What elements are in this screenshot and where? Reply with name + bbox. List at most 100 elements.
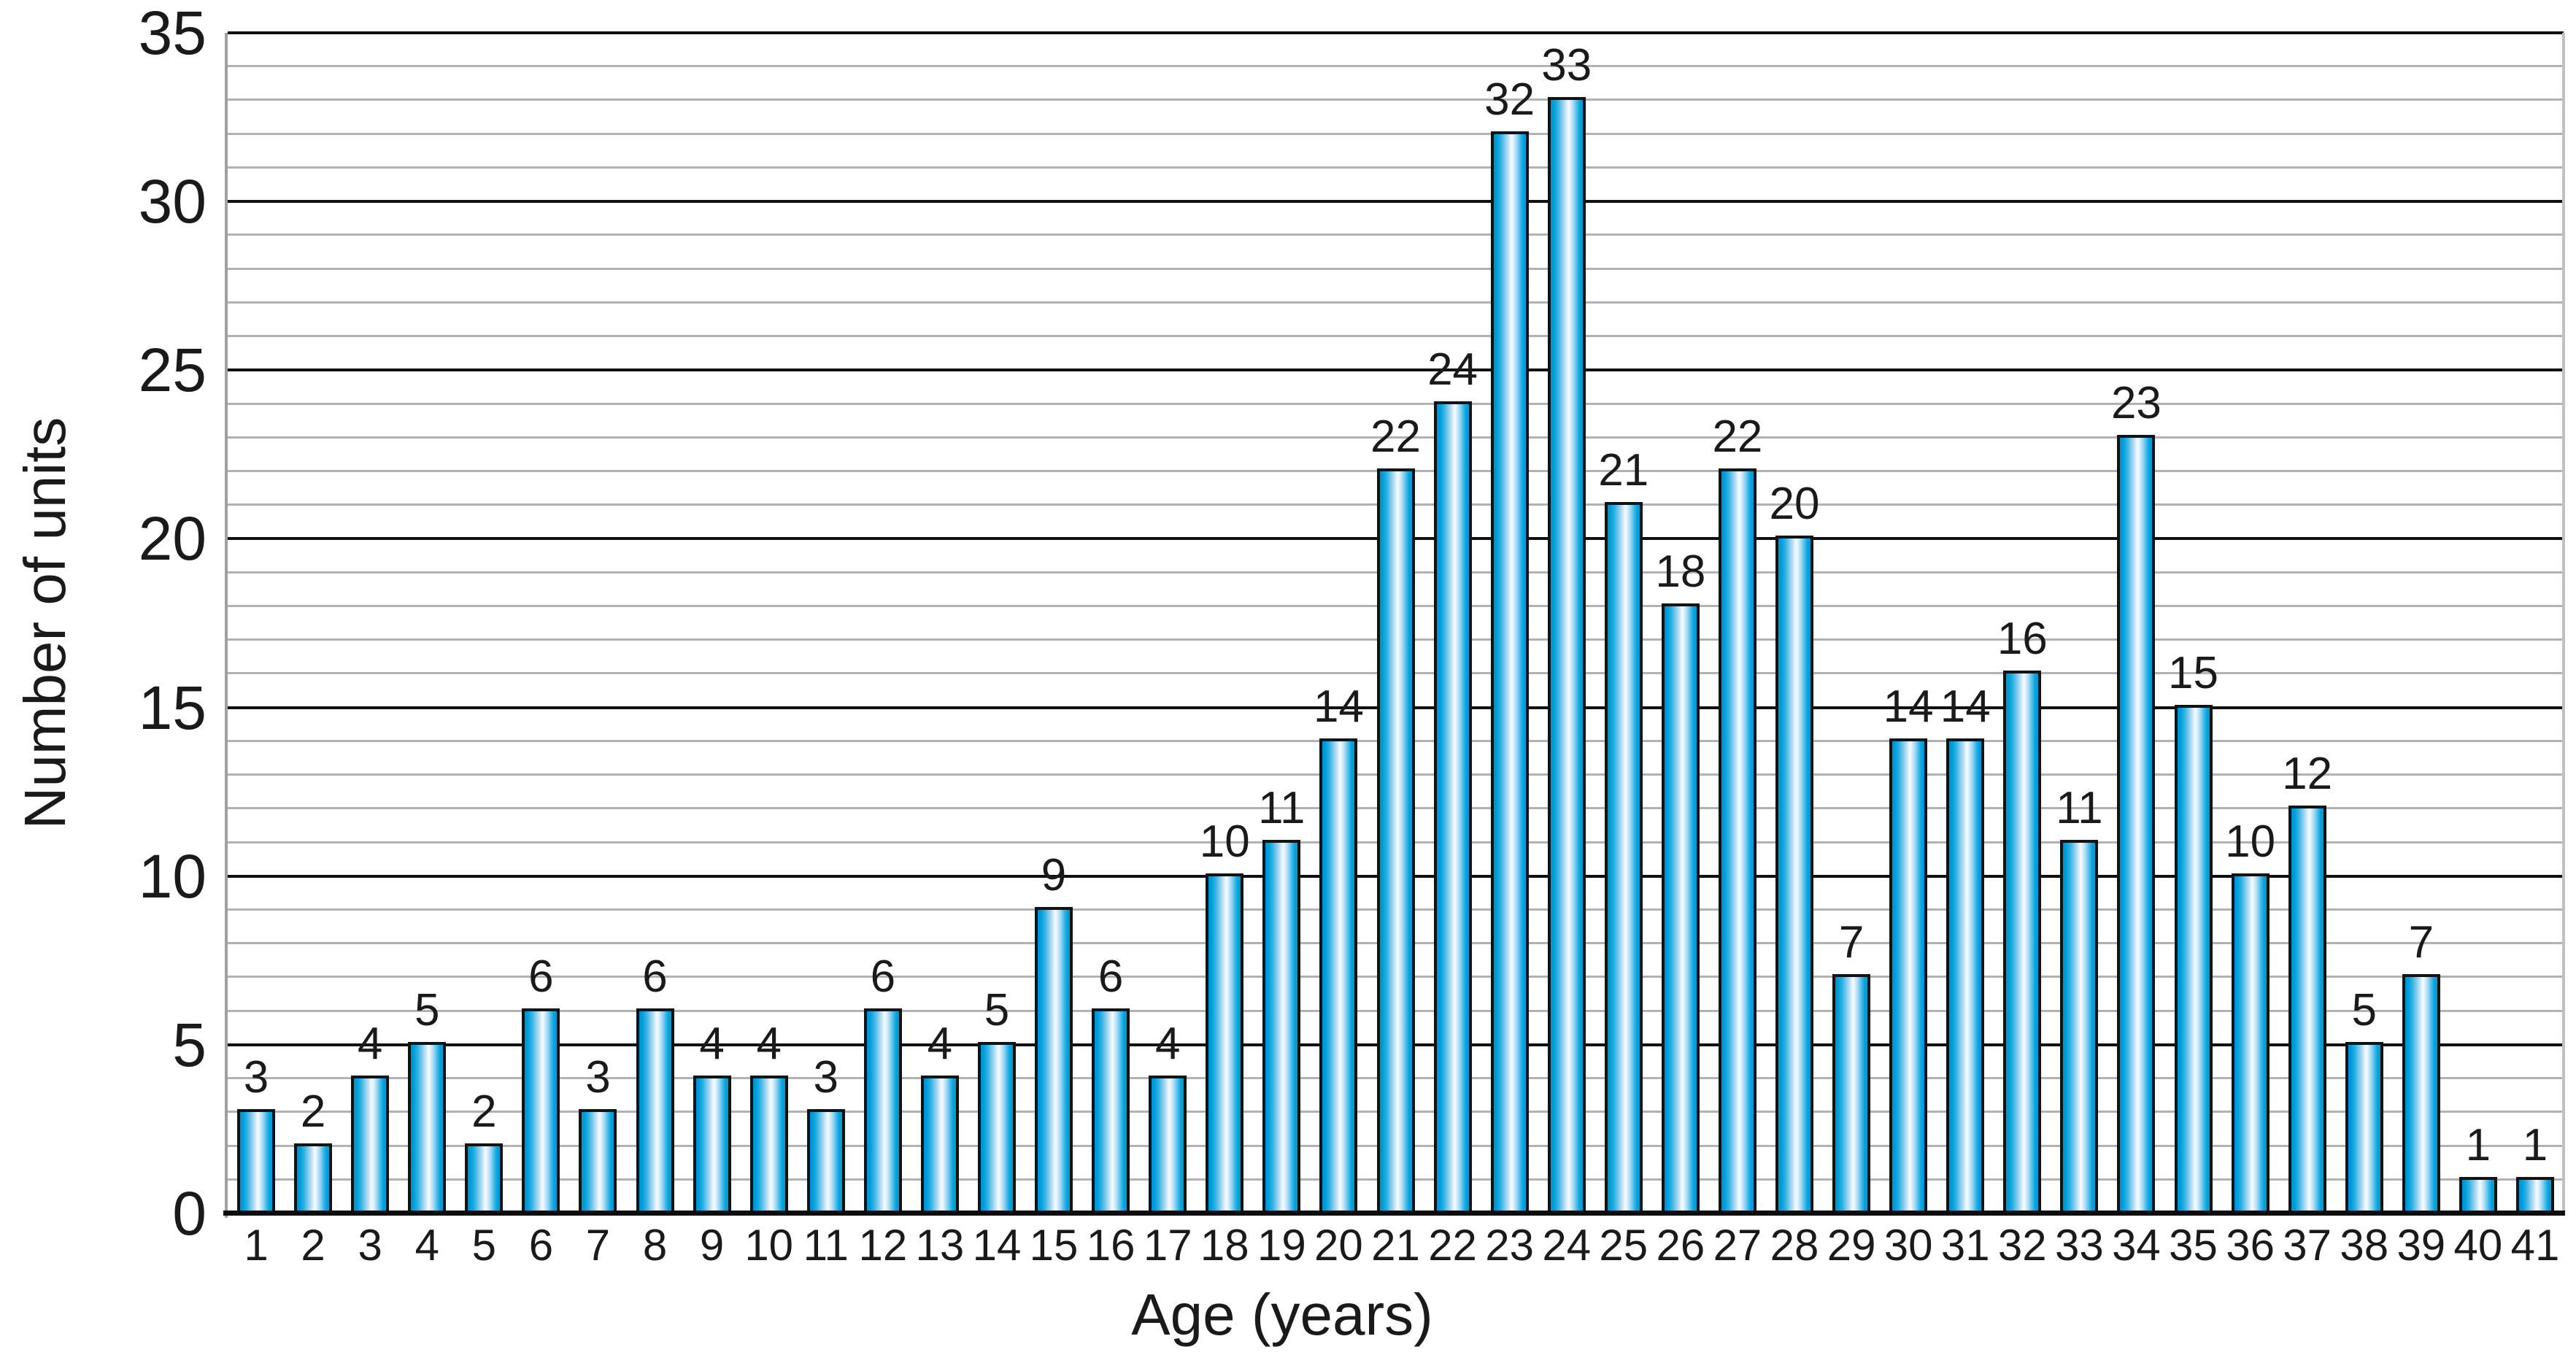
bar-age-3 [351, 1076, 390, 1213]
x-tick-label: 2 [301, 1221, 325, 1270]
y-tick-label: 10 [138, 841, 207, 911]
x-tick-label: 4 [414, 1221, 439, 1270]
bar-value-label: 3 [243, 1052, 269, 1103]
x-tick-label: 41 [2510, 1221, 2560, 1270]
bar-value-label: 5 [414, 984, 440, 1035]
x-tick-label: 33 [2055, 1221, 2104, 1270]
bar-age-2 [294, 1143, 333, 1213]
bar-age-22 [1433, 401, 1472, 1213]
plot-area: 3 2 4 5 2 6 3 6 4 4 3 6 4 5 9 6 4 10 11 14 22 24 32 33 21 18 22 20 7… [223, 31, 2565, 1218]
x-tick-label: 25 [1599, 1221, 1648, 1270]
major-gridline [228, 368, 2564, 372]
y-axis-title: Number of units [12, 417, 77, 830]
bar-value-label: 11 [2056, 782, 2103, 833]
bar-age-37 [2288, 806, 2326, 1213]
bar-value-label: 23 [2110, 377, 2162, 428]
bar-value-label: 16 [1997, 614, 2048, 665]
bar-value-label: 6 [642, 951, 668, 1002]
bar-value-label: 12 [2282, 749, 2333, 800]
minor-gridline [228, 233, 2564, 236]
x-tick-label: 7 [585, 1221, 611, 1270]
bar-value-label: 7 [1838, 917, 1864, 968]
y-tick-label: 25 [138, 336, 207, 405]
bar-age-30 [1889, 738, 1928, 1213]
bar-age-24 [1547, 97, 1586, 1213]
bar-value-label: 4 [357, 1019, 383, 1070]
x-tick-label: 31 [1940, 1221, 1990, 1270]
x-axis-title: Age (years) [1131, 1282, 1433, 1347]
bar-age-21 [1376, 468, 1415, 1213]
bar-value-label: 6 [870, 951, 896, 1002]
x-tick-label: 13 [915, 1221, 965, 1270]
bar-value-label: 14 [1883, 681, 1934, 732]
bar-age-18 [1206, 873, 1244, 1213]
bar-value-label: 1 [2522, 1119, 2548, 1170]
bar-age-40 [2459, 1176, 2497, 1213]
bar-value-label: 4 [756, 1019, 782, 1070]
x-tick-label: 3 [358, 1221, 382, 1270]
bar-value-label: 10 [2225, 816, 2276, 867]
x-tick-label: 28 [1770, 1221, 1819, 1270]
bar-value-label: 20 [1769, 479, 1820, 530]
bar-value-label: 7 [2408, 917, 2434, 968]
plot-right-border [2562, 33, 2565, 1213]
x-tick-label: 21 [1371, 1221, 1420, 1270]
bar-age-16 [1092, 1008, 1130, 1213]
bar-age-31 [1946, 738, 1985, 1213]
bar-value-label: 3 [813, 1052, 839, 1103]
x-tick-label: 10 [744, 1221, 794, 1270]
x-tick-label: 27 [1713, 1221, 1762, 1270]
x-axis-line [223, 1211, 2565, 1216]
bar-value-label: 6 [1098, 951, 1124, 1002]
bar-age-1 [237, 1109, 276, 1213]
bar-value-label: 14 [1940, 681, 1991, 732]
x-tick-label: 6 [528, 1221, 554, 1270]
bar-value-label: 18 [1655, 546, 1706, 597]
bar-value-label: 24 [1427, 344, 1478, 395]
major-gridline [228, 31, 2564, 34]
minor-gridline [228, 166, 2564, 169]
bar-age-14 [977, 1041, 1016, 1213]
minor-gridline [228, 65, 2564, 68]
bar-value-label: 5 [2351, 984, 2377, 1035]
bar-value-label: 22 [1712, 411, 1763, 462]
minor-gridline [228, 132, 2564, 135]
x-tick-label: 12 [858, 1221, 908, 1270]
y-tick-label: 5 [172, 1010, 207, 1079]
y-tick-label: 35 [138, 0, 207, 67]
bar-age-9 [693, 1076, 731, 1213]
bar-age-11 [806, 1109, 845, 1213]
bar-value-label: 32 [1484, 74, 1535, 125]
x-tick-label: 9 [699, 1221, 725, 1270]
bar-age-4 [408, 1041, 447, 1213]
bar-value-label: 14 [1313, 681, 1364, 732]
bar-value-label: 15 [2168, 647, 2218, 698]
bar-age-38 [2345, 1041, 2383, 1213]
bar-value-label: 4 [927, 1019, 953, 1070]
x-tick-label: 23 [1485, 1221, 1535, 1270]
y-axis-line [225, 33, 228, 1218]
bar-age-39 [2402, 974, 2440, 1213]
x-tick-label: 35 [2169, 1221, 2218, 1270]
bar-value-label: 10 [1199, 816, 1250, 867]
x-tick-label: 32 [1997, 1221, 2047, 1270]
x-tick-label: 18 [1200, 1221, 1249, 1270]
bar-age-36 [2231, 873, 2270, 1213]
bar-value-label: 4 [699, 1019, 725, 1070]
bar-age-28 [1775, 536, 1813, 1213]
x-tick-label: 37 [2283, 1221, 2332, 1270]
bar-age-6 [522, 1008, 560, 1213]
bar-value-label: 11 [1258, 782, 1306, 833]
bar-age-8 [636, 1008, 674, 1213]
bar-age-29 [1832, 974, 1871, 1213]
x-tick-label: 15 [1029, 1221, 1079, 1270]
bar-age-41 [2515, 1176, 2554, 1213]
bar-age-27 [1718, 468, 1756, 1213]
y-tick-label: 15 [138, 673, 207, 742]
bar-age-7 [579, 1109, 617, 1213]
bar-value-label: 5 [984, 984, 1010, 1035]
x-tick-label: 38 [2340, 1221, 2389, 1270]
minor-gridline [228, 301, 2564, 304]
x-tick-label: 29 [1827, 1221, 1876, 1270]
bar-age-23 [1490, 131, 1529, 1213]
